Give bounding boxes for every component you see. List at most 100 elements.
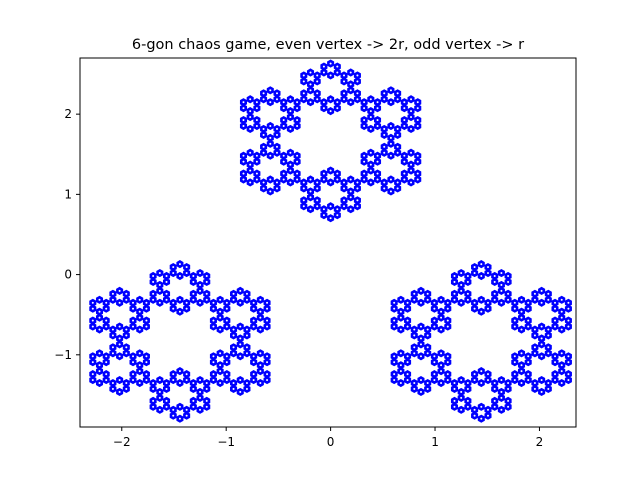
data-point-cluster-1 [116, 352, 124, 361]
data-point-cluster-2 [511, 304, 519, 313]
data-point-cluster-1 [230, 295, 238, 304]
data-point-cluster-2 [544, 378, 552, 388]
data-point-cluster-0 [320, 104, 328, 113]
data-point-cluster-1 [230, 331, 238, 340]
data-point-cluster-2 [404, 352, 412, 361]
data-point-cluster-2 [558, 361, 566, 370]
data-point-cluster-1 [183, 263, 191, 272]
data-point-cluster-2 [424, 325, 432, 334]
data-point-cluster-1 [162, 396, 171, 405]
data-point-cluster-0 [373, 121, 382, 131]
data-point-cluster-0 [414, 115, 422, 125]
data-point-cluster-2 [517, 313, 526, 322]
data-point-cluster-0 [286, 107, 294, 116]
data-point-cluster-0 [260, 184, 268, 193]
data-point-cluster-1 [189, 271, 197, 281]
data-point-cluster-2 [464, 271, 472, 281]
data-point-cluster-1 [162, 295, 171, 304]
data-point-cluster-2 [551, 370, 559, 379]
data-point-cluster-1 [256, 361, 264, 370]
data-point-cluster-2 [444, 352, 452, 361]
data-point-cluster-2 [551, 358, 559, 367]
data-point-cluster-2 [397, 361, 405, 370]
data-point-cluster-2 [457, 405, 465, 414]
data-point-cluster-2 [404, 304, 412, 313]
data-point-cluster-1 [109, 325, 117, 334]
data-point-cluster-2 [450, 289, 459, 298]
data-point-cluster-2 [471, 370, 479, 379]
data-point-cluster-0 [286, 124, 294, 134]
data-point-cluster-0 [300, 202, 308, 211]
data-point-cluster-0 [293, 157, 301, 166]
data-point-cluster-1 [102, 352, 110, 361]
data-point-cluster-1 [203, 277, 211, 287]
data-point-cluster-0 [306, 187, 315, 196]
data-point-cluster-1 [142, 298, 150, 307]
data-point-cluster-1 [243, 325, 251, 334]
data-point-cluster-1 [122, 325, 130, 334]
data-point-cluster-1 [189, 384, 197, 394]
data-point-cluster-2 [390, 352, 398, 361]
data-point-cluster-1 [129, 322, 137, 331]
data-point-cluster-1 [162, 277, 171, 287]
data-point-cluster-0 [320, 169, 328, 178]
data-point-cluster-1 [183, 304, 191, 313]
data-point-cluster-1 [263, 358, 271, 367]
data-point-cluster-1 [95, 349, 104, 358]
data-point-cluster-1 [216, 361, 224, 370]
data-point-cluster-0 [407, 112, 415, 122]
data-point-cluster-1 [142, 375, 150, 385]
data-point-cluster-2 [477, 295, 485, 304]
data-point-cluster-0 [414, 157, 422, 166]
data-point-cluster-0 [253, 104, 261, 113]
data-point-cluster-1 [169, 405, 177, 414]
data-point-cluster-2 [511, 298, 519, 307]
data-point-cluster-2 [504, 295, 512, 304]
data-point-cluster-1 [189, 277, 197, 287]
data-point-cluster-0 [394, 178, 402, 187]
data-point-cluster-0 [293, 151, 301, 160]
data-point-cluster-1 [183, 411, 191, 420]
data-point-cluster-0 [360, 115, 368, 125]
data-point-cluster-2 [464, 402, 472, 411]
data-point-cluster-0 [414, 175, 422, 184]
data-point-cluster-0 [380, 184, 388, 193]
data-point-cluster-0 [353, 202, 361, 211]
data-point-cluster-1 [102, 358, 110, 367]
data-point-cluster-1 [129, 375, 137, 385]
data-point-cluster-0 [300, 71, 308, 80]
data-point-cluster-0 [387, 121, 395, 131]
data-point-cluster-0 [300, 95, 308, 104]
data-point-cluster-2 [504, 396, 512, 405]
data-point-cluster-2 [531, 384, 539, 394]
data-point-cluster-0 [360, 98, 368, 107]
data-point-cluster-0 [327, 107, 335, 116]
data-point-cluster-1 [263, 352, 271, 361]
data-point-cluster-2 [538, 375, 546, 385]
data-point-cluster-2 [424, 295, 432, 304]
data-point-cluster-0 [273, 89, 281, 98]
data-point-cluster-1 [89, 370, 97, 379]
data-point-cluster-1 [223, 304, 231, 313]
data-point-cluster-1 [263, 375, 271, 385]
data-point-cluster-1 [89, 375, 97, 385]
data-point-cluster-0 [373, 115, 382, 125]
data-point-cluster-1 [223, 375, 231, 385]
data-point-cluster-0 [394, 130, 402, 140]
data-point-cluster-0 [387, 98, 395, 107]
data-point-cluster-2 [450, 402, 459, 411]
data-point-cluster-1 [129, 316, 137, 325]
data-point-cluster-1 [243, 343, 251, 352]
data-point-cluster-2 [531, 331, 539, 340]
data-point-cluster-0 [327, 95, 335, 104]
data-point-cluster-1 [263, 316, 271, 325]
data-point-cluster-2 [504, 289, 512, 298]
data-point-cluster-1 [116, 298, 124, 307]
data-point-cluster-1 [230, 289, 238, 298]
data-point-cluster-0 [260, 142, 268, 151]
data-point-cluster-2 [404, 322, 412, 331]
data-point-cluster-1 [250, 375, 258, 385]
data-point-cluster-2 [477, 378, 485, 388]
data-point-cluster-2 [538, 387, 546, 397]
